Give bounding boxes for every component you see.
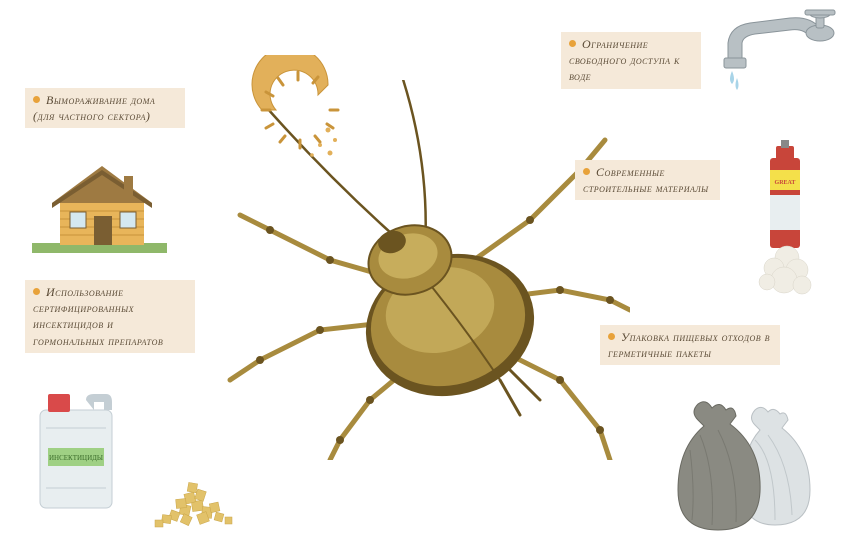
label-packaging: Упаковка пищевых отходов в герметичные п…	[600, 325, 780, 365]
crumbs-icon	[140, 455, 260, 535]
label-water: Ограничение свободного доступа к воде	[561, 32, 701, 89]
label-materials-text: Современные строительные материалы	[583, 165, 709, 195]
canister-icon: ИНСЕКТИЦИДЫ	[28, 388, 128, 518]
garbage-bags-icon	[660, 390, 830, 540]
label-materials: Современные строительные материалы	[575, 160, 720, 200]
cookie-icon	[240, 55, 360, 175]
bullet-icon	[608, 333, 615, 340]
label-freeze-text: Вымораживание дома (для частного сектора…	[33, 93, 155, 123]
house-icon	[32, 148, 167, 258]
canister-label-text: ИНСЕКТИЦИДЫ	[49, 454, 103, 462]
spray-can-icon: GREAT	[752, 140, 832, 300]
label-water-text: Ограничение свободного доступа к воде	[569, 37, 680, 83]
label-packaging-text: Упаковка пищевых отходов в герметичные п…	[608, 330, 770, 360]
label-freeze: Вымораживание дома (для частного сектора…	[25, 88, 185, 128]
bullet-icon	[33, 96, 40, 103]
bullet-icon	[33, 288, 40, 295]
label-insecticides: Использование сертифицированных инсектиц…	[25, 280, 195, 353]
faucet-icon	[710, 8, 850, 108]
bullet-icon	[583, 168, 590, 175]
bullet-icon	[569, 40, 576, 47]
svg-text:GREAT: GREAT	[775, 180, 796, 186]
label-insecticides-text: Использование сертифицированных инсектиц…	[33, 285, 163, 348]
